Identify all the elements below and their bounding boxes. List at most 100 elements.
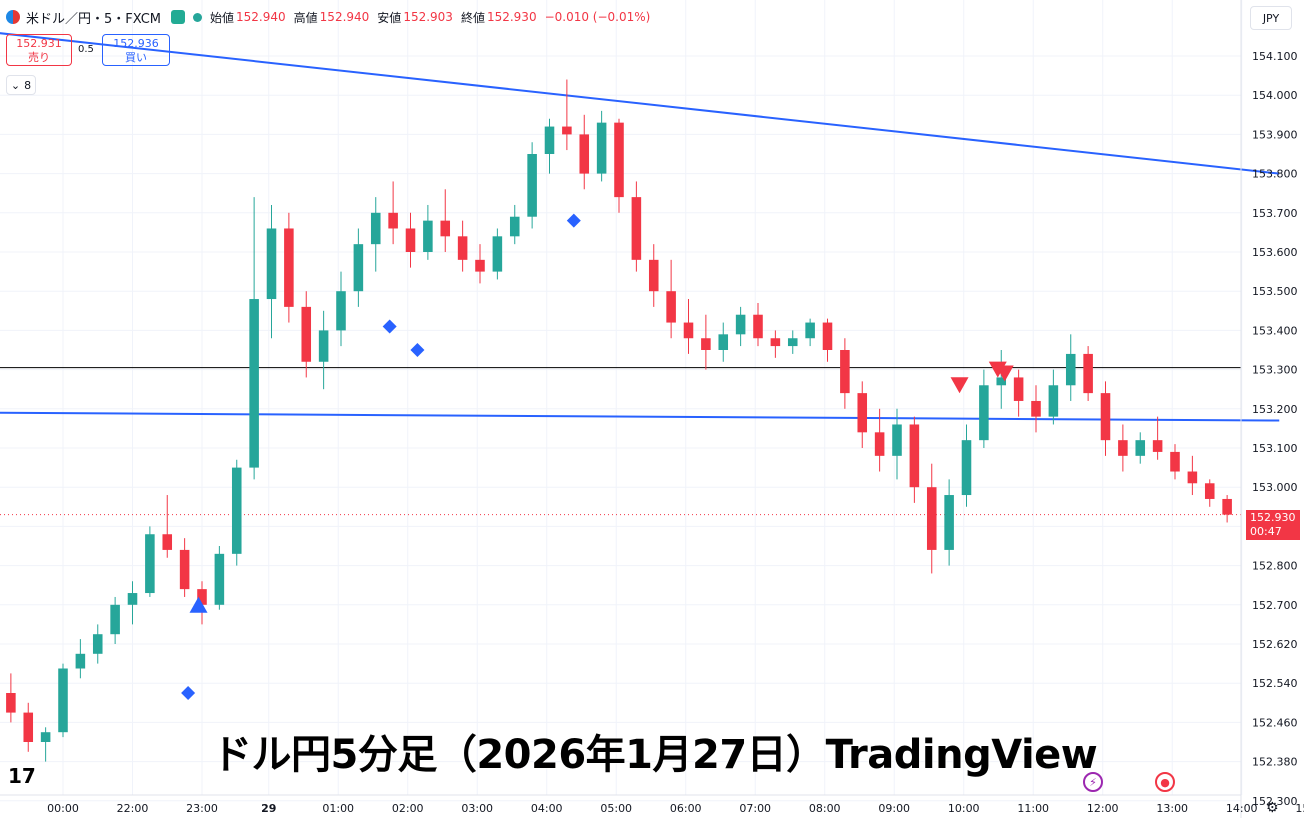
time-tick-label: 23:00 bbox=[186, 802, 218, 815]
price-axis: 154.100 154.000 153.900 153.800 153.700 153.6… bbox=[1252, 50, 1298, 808]
candle-body bbox=[1100, 393, 1111, 441]
candle-body bbox=[1222, 498, 1232, 515]
candle-body bbox=[1152, 440, 1163, 452]
chart-caption: ドル円5分足（2026年1月27日）TradingView bbox=[212, 732, 1098, 778]
indicators-count: 8 bbox=[24, 78, 32, 92]
price-tick-label: 154.000 bbox=[1252, 89, 1298, 102]
tradingview-logo-icon[interactable]: 17 bbox=[8, 764, 36, 788]
low-label: 安値 bbox=[377, 10, 402, 25]
spread-value: 0.5 bbox=[78, 44, 94, 55]
grid bbox=[0, 0, 1243, 802]
candle-body bbox=[405, 228, 416, 252]
candle-body bbox=[179, 549, 190, 590]
candle-body bbox=[944, 495, 954, 550]
candle-body bbox=[1204, 483, 1215, 499]
candle-body bbox=[527, 154, 537, 217]
candle-body bbox=[544, 126, 555, 154]
last-price-value: 152.930 bbox=[1250, 511, 1296, 524]
live-dot-icon bbox=[193, 12, 203, 22]
candle-body bbox=[440, 220, 451, 237]
price-tick-label: 154.100 bbox=[1252, 50, 1298, 63]
legend-header: 米ドル／円・5・FXCM 始値 152.940 高値 152.940 安値 15… bbox=[0, 0, 658, 34]
symbol-label[interactable]: 米ドル／円・5・FXCM bbox=[26, 11, 162, 27]
candle-body bbox=[1013, 377, 1024, 401]
price-tick-label: 153.900 bbox=[1252, 128, 1298, 141]
candle-body bbox=[979, 385, 989, 441]
time-tick-label: 07:00 bbox=[739, 802, 771, 815]
candle-body bbox=[648, 259, 659, 292]
candle-body bbox=[961, 440, 972, 496]
candle-body bbox=[353, 244, 364, 292]
market-status-icon bbox=[171, 10, 186, 24]
time-tick-label: 09:00 bbox=[878, 802, 910, 815]
price-tick-label: 152.540 bbox=[1252, 677, 1298, 690]
record-icon[interactable]: ● bbox=[1155, 772, 1175, 792]
time-tick-label: 02:00 bbox=[392, 802, 424, 815]
candle-body bbox=[892, 424, 902, 456]
buy-button[interactable]: 152.936 買い bbox=[102, 34, 170, 66]
price-tick-label: 153.600 bbox=[1252, 246, 1298, 259]
sell-signal-triangle bbox=[950, 377, 969, 394]
candle-body bbox=[145, 534, 155, 594]
candle-body bbox=[735, 314, 746, 335]
candle-body bbox=[423, 220, 433, 252]
price-tick-label: 152.800 bbox=[1252, 560, 1298, 573]
candles bbox=[6, 79, 1232, 762]
time-tick-label: 05:00 bbox=[600, 802, 632, 815]
candle-body bbox=[92, 634, 103, 654]
candle-body bbox=[162, 534, 173, 550]
currency-selector[interactable]: JPY bbox=[1250, 6, 1292, 30]
high-value: 152.940 bbox=[319, 10, 370, 24]
sell-label: 売り bbox=[28, 51, 50, 64]
candle-body bbox=[1187, 471, 1198, 484]
candle-body bbox=[701, 338, 711, 350]
candle-body bbox=[718, 334, 729, 350]
high-label: 高値 bbox=[293, 10, 318, 25]
candle-body bbox=[336, 291, 346, 331]
candle-body bbox=[1118, 440, 1128, 456]
time-tick-label: 13:00 bbox=[1156, 802, 1188, 815]
candle-body bbox=[683, 322, 694, 339]
diamond-marker bbox=[566, 213, 581, 228]
candle-body bbox=[475, 259, 485, 272]
price-tick-label: 152.620 bbox=[1252, 638, 1298, 651]
signal-markers bbox=[181, 213, 1014, 700]
open-label: 始値 bbox=[210, 10, 235, 25]
candle-body bbox=[614, 122, 624, 198]
price-tick-label: 152.380 bbox=[1252, 756, 1298, 769]
candle-body bbox=[284, 228, 294, 307]
time-tick-label: 04:00 bbox=[531, 802, 563, 815]
low-value: 152.903 bbox=[403, 10, 453, 24]
time-tick-label: 08:00 bbox=[809, 802, 841, 815]
candle-body bbox=[926, 487, 937, 550]
candle-body bbox=[301, 306, 312, 362]
diamond-marker bbox=[382, 319, 397, 334]
buy-signal-triangle bbox=[189, 596, 208, 613]
time-tick-label: 22:00 bbox=[117, 802, 149, 815]
time-tick-label: 00:00 bbox=[47, 802, 79, 815]
price-tick-label: 153.200 bbox=[1252, 403, 1298, 416]
sell-button[interactable]: 152.931 売り bbox=[6, 34, 72, 66]
time-tick-label: 14:00 bbox=[1226, 802, 1258, 815]
candle-body bbox=[110, 604, 120, 635]
lightning-icon[interactable]: ⚡ bbox=[1083, 772, 1103, 792]
candle-body bbox=[266, 228, 277, 300]
candle-body bbox=[1048, 385, 1059, 417]
change-value: −0.010 (−0.01%) bbox=[544, 10, 651, 24]
candle-body bbox=[58, 668, 68, 733]
price-tick-label: 153.300 bbox=[1252, 364, 1298, 377]
candle-body bbox=[23, 712, 34, 742]
open-value: 152.940 bbox=[236, 10, 286, 24]
candle-body bbox=[1031, 400, 1041, 417]
indicators-toggle[interactable]: ⌄ 8 bbox=[6, 75, 36, 95]
candle-body bbox=[214, 553, 225, 605]
gear-icon[interactable]: ⚙ bbox=[1266, 800, 1279, 816]
price-tick-label: 152.460 bbox=[1252, 716, 1298, 729]
candle-body bbox=[249, 299, 259, 468]
candle-body bbox=[805, 322, 815, 339]
candle-body bbox=[197, 589, 207, 605]
candle-body bbox=[457, 236, 468, 260]
time-tick-label: 01:00 bbox=[322, 802, 354, 815]
candle-body bbox=[388, 212, 398, 229]
